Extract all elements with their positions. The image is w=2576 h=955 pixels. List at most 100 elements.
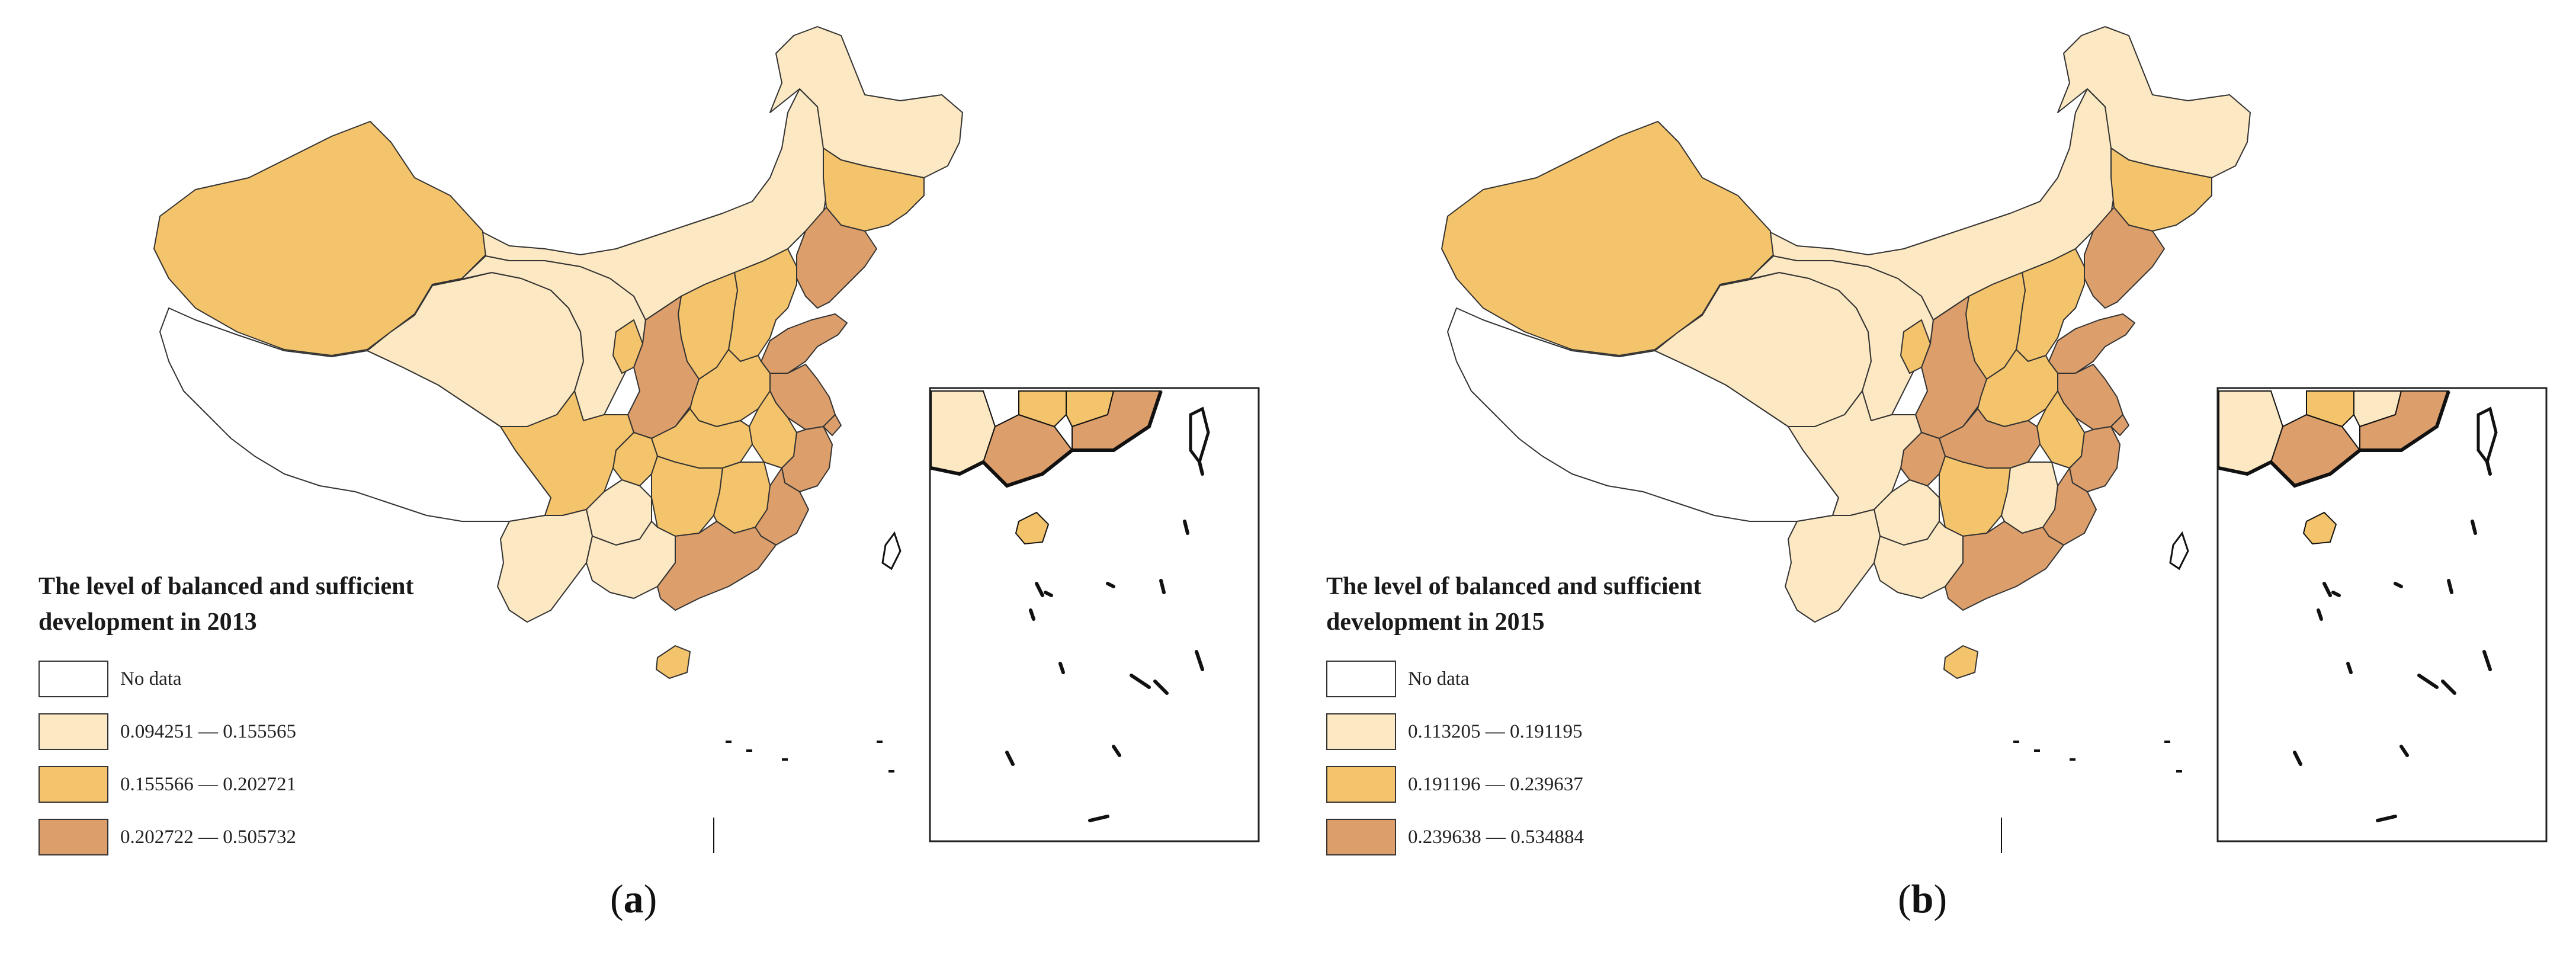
inset-island-mark [2331, 591, 2341, 597]
inset-island-mark [2346, 662, 2353, 674]
legend: The level of balanced and sufficient dev… [1326, 569, 1859, 871]
inset-island-mark [1058, 662, 1065, 674]
china-provinces [153, 26, 963, 853]
legend-label: 0.191196 — 0.239637 [1408, 773, 1583, 795]
inset-province-hainan [2302, 511, 2337, 545]
island-mark [2164, 741, 2170, 743]
caption-close: ) [643, 876, 657, 921]
legend-item-mid: 0.191196 — 0.239637 [1326, 765, 1859, 803]
inset-island-mark [1035, 582, 1044, 597]
panel-caption: (b) [1898, 876, 1947, 922]
legend-swatch [1326, 713, 1396, 750]
province-sichuan [1788, 390, 1922, 516]
legend-swatch [39, 766, 108, 803]
caption-close: ) [1933, 876, 1948, 921]
island-mark [2034, 749, 2040, 752]
inset-island-mark [2485, 460, 2492, 476]
inset-island-mark [2417, 674, 2439, 689]
province-shanghai [823, 414, 842, 436]
inset-island-mark [2447, 579, 2453, 594]
island-mark [877, 741, 883, 743]
province-hunan [1939, 456, 2011, 537]
province-shaanxi [627, 296, 700, 439]
south-china-sea-inset [929, 387, 1260, 842]
south-china-sea-inset [2216, 387, 2548, 842]
legend-swatch [1326, 819, 1396, 855]
legend-item-mid: 0.155566 — 0.202721 [39, 765, 572, 803]
legend-label: No data [120, 668, 182, 690]
island-mark [888, 770, 894, 773]
inset-island-mark [1195, 650, 1204, 671]
inset-taiwan [1189, 406, 1210, 466]
legend-title: The level of balanced and sufficient dev… [39, 573, 414, 636]
island-mark [782, 758, 788, 761]
inset-island-mark [1130, 674, 1151, 689]
legend-label: 0.155566 — 0.202721 [120, 773, 296, 795]
inset-island-mark [2376, 815, 2397, 822]
inset-island-mark [2394, 582, 2403, 588]
inset-island-mark [2399, 745, 2409, 757]
inset-island-mark [1159, 579, 1166, 594]
inset-island-mark [2482, 650, 2492, 671]
legend-label: 0.113205 — 0.191195 [1408, 720, 1583, 742]
province-ningxia [612, 319, 643, 374]
legend-label: 0.094251 — 0.155565 [120, 720, 296, 742]
province-hunan [651, 456, 723, 537]
inset-island-mark [2441, 680, 2456, 695]
inset-island-mark [1088, 815, 1109, 822]
legend-swatch [1326, 661, 1396, 697]
caption-open: ( [610, 876, 624, 921]
island-mark [2070, 758, 2075, 761]
inset-province-hunan [1018, 390, 1067, 428]
map-panel-b: The level of balanced and sufficient dev… [1288, 0, 2576, 955]
inset-island-mark [1106, 582, 1115, 588]
map-panel-a: The level of balanced and sufficient dev… [39, 26, 1260, 922]
inset-province-hainan [1015, 511, 1050, 545]
legend-items: No data 0.094251 — 0.155565 0.155566 — 0… [39, 660, 572, 856]
map-canvas [153, 26, 1260, 853]
province-hainan [1943, 645, 1978, 679]
inset-island-mark [1153, 680, 1169, 695]
island-mark [2176, 770, 2182, 773]
legend: The level of balanced and sufficient dev… [39, 569, 572, 871]
legend-item-low: 0.113205 — 0.191195 [1326, 713, 1859, 751]
island-mark [726, 741, 732, 743]
inset-island-mark [1029, 608, 1035, 621]
island-mark [2013, 741, 2019, 743]
inset-coastline [931, 390, 1163, 488]
province-hainan [656, 645, 691, 679]
legend-swatch [1326, 766, 1396, 803]
map-canvas [1441, 26, 2548, 853]
legend-item-no-data: No data [39, 660, 572, 698]
inset-island-mark [1005, 751, 1015, 766]
inset-island-mark [1183, 520, 1189, 535]
inset-island-mark [2322, 582, 2332, 597]
taiwan-outline [881, 531, 902, 571]
inset-island-mark [1044, 591, 1053, 597]
province-yunnan [497, 509, 593, 623]
island-mark [746, 749, 752, 752]
legend-item-high: 0.202722 — 0.505732 [39, 818, 572, 856]
inset-island-mark [2293, 751, 2302, 766]
province-guangdong [1945, 521, 2064, 611]
legend-item-high: 0.239638 — 0.534884 [1326, 818, 1859, 856]
legend-label: 0.202722 — 0.505732 [120, 826, 296, 848]
taiwan-outline [2169, 531, 2189, 571]
inset-island-mark [2317, 608, 2323, 621]
legend-items: No data 0.113205 — 0.191195 0.191196 — 0… [1326, 660, 1859, 856]
province-guangdong [657, 521, 777, 611]
inset-island-mark [1198, 460, 1204, 476]
province-ningxia [1900, 319, 1931, 374]
legend-swatch [39, 661, 108, 697]
caption-open: ( [1898, 876, 1911, 921]
legend-label: 0.239638 — 0.534884 [1408, 826, 1584, 848]
province-yunnan [1785, 509, 1881, 623]
legend-swatch [39, 713, 108, 750]
province-shanghai [2110, 414, 2129, 436]
province-shaanxi [1915, 296, 1987, 439]
legend-item-no-data: No data [1326, 660, 1859, 698]
inset-island-mark [1112, 745, 1121, 757]
caption-letter: a [623, 876, 644, 921]
china-provinces [1441, 26, 2251, 853]
panel-caption: (a) [610, 876, 657, 922]
